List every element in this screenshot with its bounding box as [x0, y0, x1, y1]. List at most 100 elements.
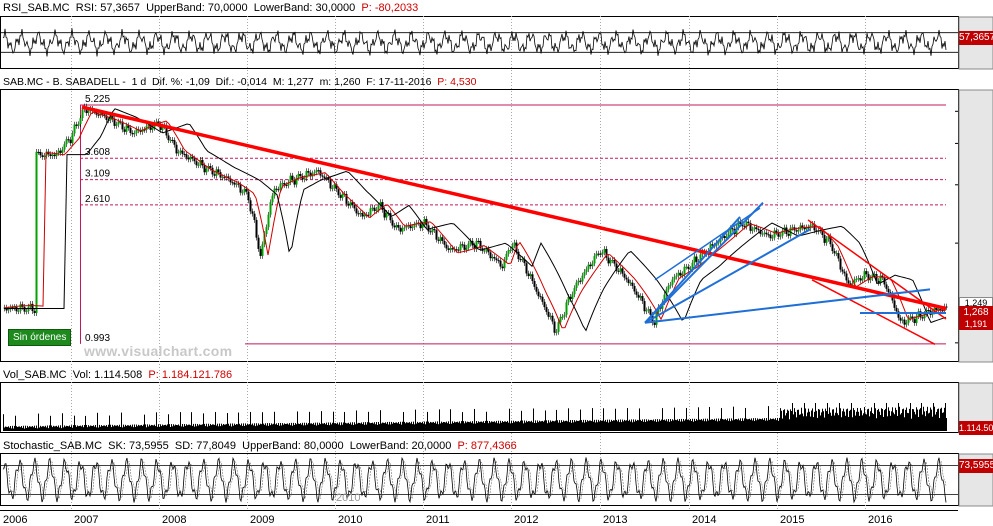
volume-bar	[501, 422, 502, 431]
volume-bar	[672, 419, 673, 431]
candle-body	[13, 306, 16, 308]
volume-bar	[593, 421, 594, 431]
volume-bar	[794, 408, 795, 431]
volume-bar	[662, 408, 663, 431]
candle-body	[259, 248, 262, 256]
volume-bar	[24, 428, 25, 431]
volume-bar	[946, 418, 947, 431]
volume-bar	[169, 424, 170, 431]
volume-bar	[620, 419, 621, 431]
volume-bar	[77, 425, 78, 431]
volume-bar	[326, 422, 327, 431]
volume-bar	[728, 420, 729, 431]
volume-bar	[812, 408, 813, 431]
volume-bar	[226, 424, 227, 431]
price-date: F: 17-11-2016	[366, 76, 432, 88]
volume-bar	[153, 425, 154, 431]
volume-bar	[711, 419, 712, 431]
volume-bar	[807, 412, 808, 431]
volume-bar	[600, 420, 601, 431]
candle-body	[171, 139, 174, 141]
volume-bar	[537, 420, 538, 431]
volume-bar	[591, 421, 592, 431]
volume-bar	[855, 415, 856, 431]
candle-body	[51, 154, 54, 157]
candle-body	[499, 260, 502, 267]
candle-body	[329, 179, 332, 189]
volume-bar	[374, 422, 375, 431]
volume-bar	[20, 427, 21, 431]
volume-bar	[166, 425, 167, 431]
volume-bar	[401, 424, 402, 431]
candle-body	[249, 200, 252, 212]
candle-body	[555, 331, 558, 333]
volume-bar	[781, 410, 782, 431]
candle-body	[303, 178, 306, 180]
volume-bar	[763, 419, 764, 431]
volume-bar	[431, 422, 432, 431]
candle-body	[539, 296, 542, 298]
volume-bar	[924, 411, 925, 431]
volume-bar	[430, 421, 431, 431]
candle-body	[687, 266, 690, 270]
candle-body	[189, 156, 192, 160]
volume-bar	[121, 412, 122, 431]
volume-bar	[263, 423, 264, 431]
volume-bar	[652, 420, 653, 431]
candle-body	[39, 152, 42, 156]
volume-bar	[240, 425, 241, 431]
volume-bar	[117, 425, 118, 431]
volume-bar	[7, 427, 8, 431]
volume-bar	[622, 419, 623, 431]
volume-bar	[105, 426, 106, 431]
volume-bar	[597, 422, 598, 431]
volume-bar	[271, 423, 272, 431]
volume-bar	[92, 425, 93, 431]
volume-bar	[660, 420, 661, 431]
volume-bar	[820, 415, 821, 431]
candle-body	[939, 308, 942, 311]
candle-body	[15, 306, 18, 312]
blue-channel-line	[654, 207, 761, 281]
volume-bar	[295, 423, 296, 431]
volume-bar	[846, 409, 847, 431]
volume-bar	[498, 420, 499, 431]
volume-bar	[802, 413, 803, 431]
price-badge-current: 1,268	[959, 306, 993, 320]
volume-bar	[51, 425, 52, 431]
volume-bar	[745, 407, 746, 431]
volume-bar	[400, 421, 401, 431]
candle-body	[907, 317, 910, 323]
volume-bar	[544, 420, 545, 431]
candle-body	[341, 193, 344, 198]
candle-body	[67, 139, 70, 141]
volume-bar	[514, 422, 515, 431]
volume-bar	[502, 421, 503, 431]
candle-body	[849, 283, 852, 285]
volume-bar	[698, 407, 699, 431]
volume-bar	[236, 424, 237, 431]
volume-bar	[239, 423, 240, 431]
candle-body	[229, 178, 232, 183]
volume-bar	[132, 424, 133, 431]
volume-bar	[456, 422, 457, 431]
candle-body	[581, 275, 584, 282]
volume-bar	[324, 422, 325, 431]
volume-bar	[482, 422, 483, 431]
volume-bar	[122, 427, 123, 431]
sin-ordenes-button[interactable]: Sin órdenes	[8, 329, 72, 346]
volume-bar	[833, 409, 834, 431]
volume-bar	[157, 426, 158, 431]
volume-bar	[88, 425, 89, 431]
candle-body	[413, 224, 416, 228]
volume-bar	[148, 426, 149, 431]
candle-body	[835, 253, 838, 255]
candle-body	[601, 252, 604, 255]
candle-body	[299, 173, 302, 176]
candle-body	[399, 227, 402, 232]
volume-bar	[458, 422, 459, 431]
volume-bar	[348, 422, 349, 431]
volume-bar	[626, 420, 627, 431]
candle-body	[319, 170, 322, 176]
volume-bar	[562, 422, 563, 431]
